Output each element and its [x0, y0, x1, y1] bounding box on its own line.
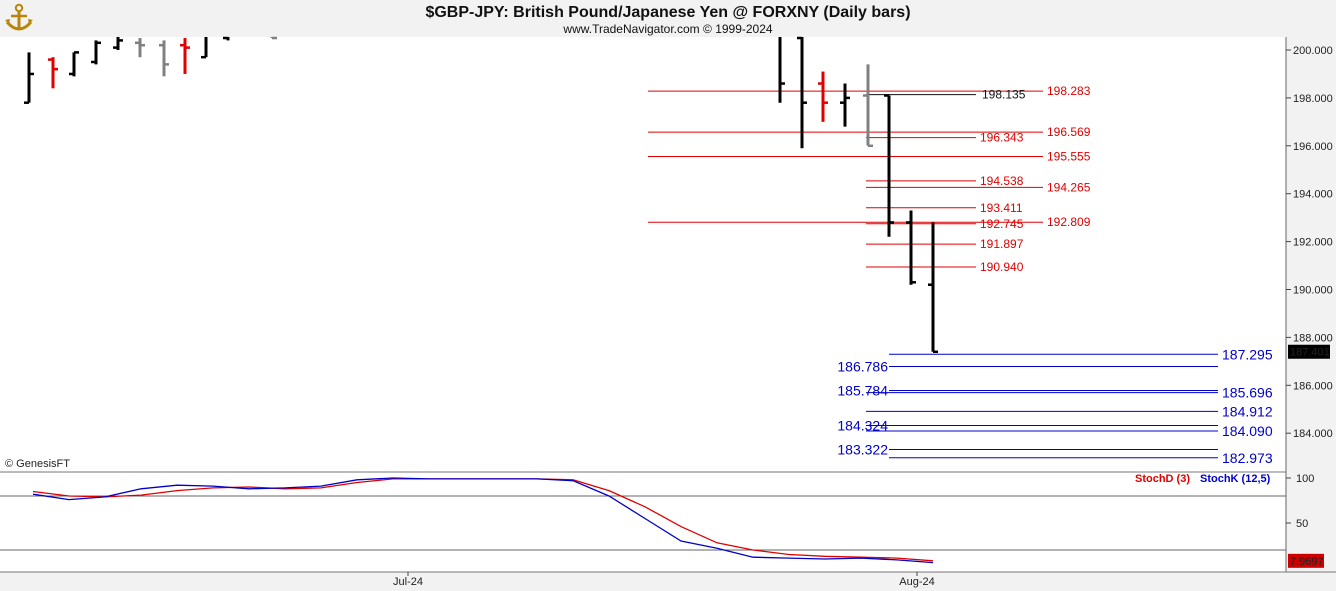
resistance-label: 190.940 [980, 260, 1024, 274]
support-label: 184.912 [1222, 403, 1273, 419]
support-label: 185.696 [1222, 385, 1273, 401]
price-bar [778, 37, 785, 103]
support-label: 185.784 [837, 382, 888, 398]
chart-subtitle: www.TradeNavigator.com © 1999-2024 [562, 22, 772, 36]
resistance-label: 193.411 [980, 201, 1023, 215]
price-tick-label: 198.000 [1293, 93, 1333, 105]
price-bar [135, 38, 145, 58]
price-tick-label: 188.000 [1293, 332, 1333, 344]
support-label: 186.786 [837, 358, 888, 374]
watermark: © GenesisFT [5, 458, 70, 470]
price-tick-label: 186.000 [1293, 380, 1333, 392]
support-label: 187.295 [1222, 346, 1273, 362]
resistance-label: 198.135 [982, 88, 1026, 102]
price-bar [48, 57, 58, 89]
price-bar [69, 51, 79, 77]
stoch-series-line [32, 477, 934, 564]
resistance-label: 198.283 [1047, 84, 1091, 98]
stoch-last-badge [1288, 553, 1324, 568]
support-label: 183.322 [837, 441, 888, 457]
resistance-label: 192.745 [980, 217, 1024, 231]
stoch-last-label: 7.9697 [1290, 556, 1324, 568]
time-tick-label: Aug-24 [899, 576, 934, 588]
stoch-legend-label: StochK (12,5) [1200, 473, 1271, 485]
price-tick-label: 190.000 [1293, 285, 1333, 297]
time-tick-label: Jul-24 [393, 576, 423, 588]
price-bar [840, 83, 850, 127]
price-tick-label: 200.000 [1293, 45, 1333, 57]
last-price-label: 187.401 [1290, 347, 1330, 359]
price-tick-label: 196.000 [1293, 141, 1333, 153]
last-price-badge [1288, 344, 1330, 359]
price-bar [906, 210, 916, 285]
price-tick-label: 192.000 [1293, 237, 1333, 249]
stoch-tick-label: 100 [1296, 473, 1314, 485]
stoch-tick-label: 50 [1296, 518, 1308, 530]
price-bar [270, 36, 277, 40]
anchor-logo-icon [5, 3, 33, 31]
price-bar [91, 40, 101, 65]
price-bar [159, 40, 169, 77]
price-tick-label: 194.000 [1293, 189, 1333, 201]
price-bar [180, 38, 190, 74]
support-label: 182.973 [1222, 450, 1273, 466]
support-label: 184.090 [1222, 423, 1273, 439]
stoch-series-line [32, 478, 934, 562]
support-label: 184.324 [837, 417, 888, 433]
resistance-label: 191.897 [980, 237, 1024, 251]
resistance-label: 196.569 [1047, 125, 1091, 139]
stoch-legend-label: StochD (3) [1135, 473, 1190, 485]
chart-title: $GBP-JPY: British Pound/Japanese Yen @ F… [425, 4, 910, 21]
price-axis-strip [1286, 37, 1336, 591]
price-bar [24, 52, 34, 104]
resistance-label: 194.538 [980, 174, 1024, 188]
resistance-label: 192.809 [1047, 215, 1091, 229]
time-axis-strip [0, 572, 1336, 591]
price-bar [201, 37, 208, 59]
resistance-label: 196.343 [980, 131, 1024, 145]
price-bar [884, 94, 894, 237]
price-bar [223, 36, 230, 41]
price-bar [928, 222, 938, 354]
header-band [0, 0, 1336, 37]
price-bar [818, 71, 828, 122]
price-bar [797, 36, 807, 149]
resistance-label: 194.265 [1047, 180, 1091, 194]
price-bar [863, 64, 873, 148]
price-bar [113, 37, 123, 50]
resistance-label: 195.555 [1047, 149, 1091, 163]
price-tick-label: 184.000 [1293, 428, 1333, 440]
